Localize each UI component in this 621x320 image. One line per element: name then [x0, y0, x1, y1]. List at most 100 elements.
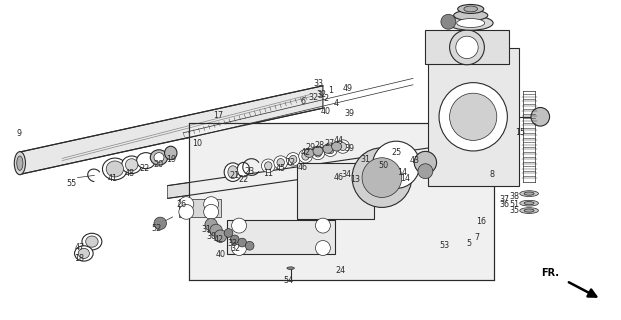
Circle shape: [315, 218, 330, 233]
Text: 42: 42: [301, 148, 310, 157]
Text: 28: 28: [315, 141, 325, 150]
Ellipse shape: [323, 144, 333, 153]
Text: 49: 49: [343, 84, 353, 92]
Ellipse shape: [314, 149, 322, 157]
Polygon shape: [20, 86, 323, 174]
Circle shape: [373, 141, 420, 188]
Text: 46: 46: [298, 163, 308, 172]
Circle shape: [224, 228, 233, 237]
Text: 32: 32: [309, 93, 319, 102]
Text: FR.: FR.: [541, 268, 559, 278]
Ellipse shape: [456, 19, 484, 28]
Circle shape: [418, 164, 433, 179]
Ellipse shape: [261, 159, 275, 172]
Text: 16: 16: [476, 217, 486, 226]
Ellipse shape: [154, 153, 164, 162]
Text: 27: 27: [324, 139, 334, 148]
Text: 13: 13: [350, 175, 360, 184]
Ellipse shape: [287, 267, 294, 269]
Text: 20: 20: [153, 160, 163, 169]
Text: 14: 14: [397, 168, 407, 177]
Circle shape: [450, 30, 484, 65]
Circle shape: [441, 14, 456, 29]
Bar: [297, 163, 374, 219]
Ellipse shape: [313, 147, 323, 156]
Text: 24: 24: [335, 266, 345, 275]
Text: 30: 30: [206, 232, 216, 241]
Text: 33: 33: [228, 239, 238, 248]
Text: 25: 25: [391, 148, 401, 156]
Circle shape: [205, 219, 217, 231]
Text: 5: 5: [466, 239, 471, 248]
Text: 41: 41: [108, 174, 118, 183]
Text: 3: 3: [317, 91, 322, 100]
Text: 38: 38: [509, 192, 519, 201]
Circle shape: [352, 148, 412, 207]
Text: 11: 11: [263, 169, 273, 178]
Text: 6: 6: [301, 97, 306, 106]
Text: 36: 36: [499, 200, 509, 209]
Circle shape: [232, 218, 247, 233]
Ellipse shape: [165, 146, 177, 160]
Circle shape: [238, 238, 247, 247]
Ellipse shape: [274, 156, 288, 169]
Text: 12: 12: [286, 158, 296, 167]
Ellipse shape: [277, 159, 284, 167]
Text: 15: 15: [515, 128, 525, 137]
Text: 21: 21: [230, 171, 240, 180]
Text: 18: 18: [75, 254, 84, 263]
Text: 47: 47: [75, 243, 84, 252]
Circle shape: [179, 197, 194, 212]
Text: 40: 40: [321, 107, 331, 116]
Ellipse shape: [150, 150, 168, 165]
Circle shape: [179, 204, 194, 219]
Circle shape: [315, 241, 330, 255]
Text: 53: 53: [439, 241, 449, 250]
Ellipse shape: [82, 233, 102, 250]
Text: 44: 44: [333, 136, 343, 145]
Text: 48: 48: [124, 169, 134, 178]
Text: 23: 23: [245, 167, 255, 176]
Circle shape: [456, 36, 478, 59]
Circle shape: [450, 93, 497, 140]
Ellipse shape: [14, 152, 25, 175]
Ellipse shape: [125, 159, 138, 171]
Ellipse shape: [17, 156, 23, 170]
Ellipse shape: [464, 6, 478, 12]
Text: 51: 51: [509, 200, 519, 209]
Text: 32: 32: [231, 244, 241, 253]
Text: 4: 4: [334, 99, 339, 108]
Bar: [227, 220, 335, 254]
Ellipse shape: [106, 161, 124, 177]
Text: 26: 26: [176, 200, 186, 209]
Text: 1: 1: [328, 86, 333, 95]
Circle shape: [154, 217, 166, 229]
Circle shape: [414, 151, 437, 174]
Text: 29: 29: [306, 143, 315, 152]
Ellipse shape: [228, 166, 238, 179]
Ellipse shape: [524, 192, 534, 195]
Ellipse shape: [520, 208, 538, 213]
Ellipse shape: [304, 148, 314, 157]
Text: 37: 37: [499, 195, 509, 204]
Ellipse shape: [327, 146, 334, 154]
Ellipse shape: [102, 158, 127, 180]
Circle shape: [245, 241, 254, 250]
Ellipse shape: [122, 156, 142, 174]
Ellipse shape: [324, 143, 337, 156]
Text: 34: 34: [342, 170, 351, 179]
Text: 43: 43: [410, 156, 420, 165]
Text: 9: 9: [16, 129, 21, 138]
Text: 14: 14: [400, 174, 410, 183]
Text: 40: 40: [215, 250, 225, 259]
Circle shape: [230, 235, 239, 244]
Text: 19: 19: [166, 155, 176, 164]
Bar: [179, 199, 221, 217]
Ellipse shape: [311, 146, 325, 160]
Ellipse shape: [86, 236, 98, 247]
Circle shape: [232, 241, 247, 255]
Circle shape: [531, 108, 550, 126]
Text: 17: 17: [214, 111, 224, 120]
Ellipse shape: [224, 163, 242, 181]
Text: 45: 45: [276, 164, 286, 173]
